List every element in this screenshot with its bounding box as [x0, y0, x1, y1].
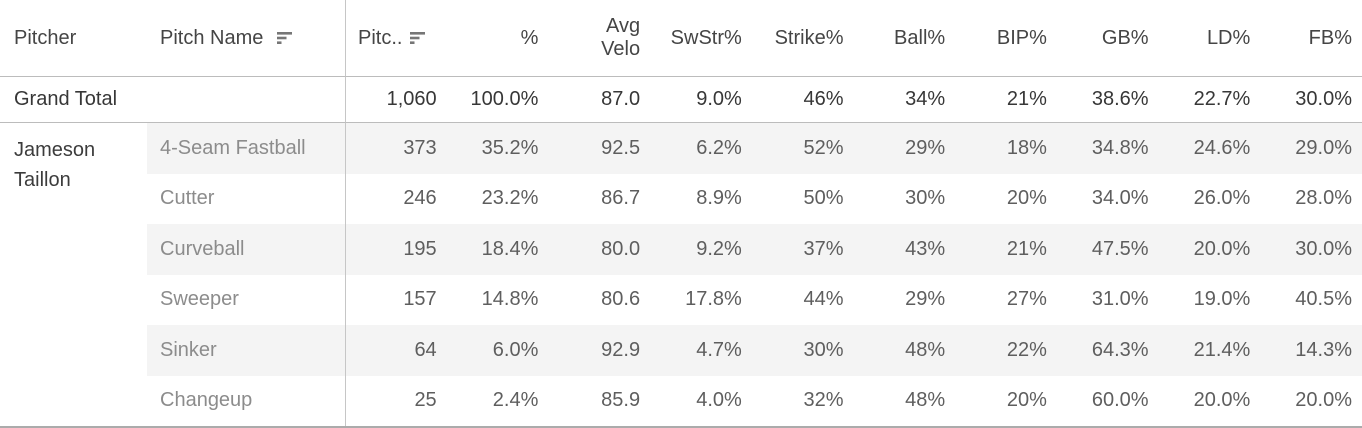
value-cell[interactable]: 48%	[853, 325, 956, 376]
value-cell[interactable]: 6.0%	[446, 325, 549, 376]
pitch-name-cell[interactable]: Changeup	[160, 389, 253, 412]
value-cell[interactable]: 34%	[853, 77, 956, 123]
grand-total-pitch-cell	[147, 77, 345, 123]
pitch-name-cell[interactable]: Sweeper	[160, 288, 239, 311]
col-header-pitcher-label: Pitcher	[14, 26, 77, 49]
value-cell[interactable]: 64.3%	[1056, 325, 1159, 376]
col-header-strike-pct[interactable]: Strike%	[751, 0, 854, 77]
value-cell[interactable]: 37%	[751, 224, 854, 275]
col-header-pitch-name-label: Pitch Name	[160, 26, 264, 49]
value-cell[interactable]: 64	[345, 325, 447, 376]
value-cell[interactable]: 26.0%	[1193, 187, 1251, 210]
value-cell[interactable]: 25	[345, 375, 447, 426]
value-cell[interactable]: 1,060	[345, 77, 447, 123]
value-cell[interactable]: 27%	[1006, 288, 1047, 311]
col-header-ball-pct[interactable]: Ball%	[853, 0, 956, 77]
value-cell[interactable]: 44%	[803, 288, 844, 311]
value-cell[interactable]: 17.8%	[685, 288, 742, 311]
pitcher-name[interactable]: Jameson Taillon	[14, 139, 96, 191]
value-cell[interactable]: 38.6%	[1056, 77, 1159, 123]
value-cell[interactable]: 157	[345, 274, 447, 325]
sort-descending-icon[interactable]	[277, 31, 293, 45]
value-cell[interactable]: 48%	[905, 389, 946, 412]
value-cell[interactable]: 21%	[955, 77, 1057, 123]
value-cell[interactable]: 30%	[905, 187, 946, 210]
value-cell[interactable]: 4.0%	[696, 389, 742, 412]
value-cell[interactable]: 80.0	[548, 224, 651, 275]
value-cell[interactable]: 4.7%	[650, 325, 752, 376]
value-cell[interactable]: 28.0%	[1295, 187, 1352, 210]
value-cell[interactable]: 35.2%	[446, 123, 549, 174]
value-cell[interactable]: 52%	[751, 123, 854, 174]
col-header-fb-pct[interactable]: FB%	[1260, 0, 1362, 77]
value-cell[interactable]: 47.5%	[1056, 224, 1159, 275]
value-cell[interactable]: 9.2%	[650, 224, 752, 275]
value-cell[interactable]: 60.0%	[1091, 389, 1149, 412]
value-cell[interactable]: 31.0%	[1091, 288, 1149, 311]
grand-total-label[interactable]: Grand Total	[0, 77, 147, 123]
value-cell[interactable]: 2.4%	[492, 389, 539, 412]
value-cell[interactable]: 50%	[803, 187, 844, 210]
value-cell[interactable]: 87.0	[548, 77, 651, 123]
value-cell[interactable]: 9.0%	[650, 77, 752, 123]
value-cell[interactable]: 20%	[1006, 187, 1047, 210]
value-cell[interactable]: 34.8%	[1056, 123, 1159, 174]
value-cell[interactable]: 23.2%	[481, 187, 539, 210]
value-cell[interactable]: 18%	[955, 123, 1057, 174]
value-cell[interactable]: 29.0%	[1260, 123, 1362, 174]
sort-descending-icon[interactable]	[410, 31, 426, 45]
value-cell[interactable]: 100.0%	[446, 77, 549, 123]
value-cell[interactable]: 20.0%	[1193, 389, 1251, 412]
col-header-pitch-count[interactable]: Pitc..	[345, 0, 447, 77]
value-cell[interactable]: 32%	[803, 389, 844, 412]
value-cell[interactable]: 20%	[1006, 389, 1047, 412]
value-cell[interactable]: 29%	[853, 123, 956, 174]
value-cell[interactable]: 85.9	[601, 389, 641, 412]
value-cell[interactable]: 40.5%	[1295, 288, 1352, 311]
col-header-pitch-name[interactable]: Pitch Name	[147, 0, 345, 77]
col-header-pitcher[interactable]: Pitcher	[0, 0, 147, 77]
value-cell[interactable]: 20.0%	[1158, 224, 1261, 275]
col-header-avg-velo[interactable]: Avg Velo	[548, 0, 651, 77]
pitch-name-cell[interactable]: Curveball	[147, 224, 345, 275]
value-cell[interactable]: 19.0%	[1193, 288, 1251, 311]
value-cell[interactable]: 21%	[955, 224, 1057, 275]
col-header-bip-pct[interactable]: BIP%	[955, 0, 1057, 77]
value-cell[interactable]: 92.9	[548, 325, 651, 376]
value-cell[interactable]: 22%	[955, 325, 1057, 376]
value-cell[interactable]: 30.0%	[1260, 77, 1362, 123]
value-cell[interactable]: 14.8%	[481, 288, 539, 311]
value-cell[interactable]: 30.0%	[1260, 224, 1362, 275]
value-cell[interactable]: 18.4%	[446, 224, 549, 275]
col-header-ld-pct[interactable]: LD%	[1158, 0, 1261, 77]
value-cell[interactable]: 373	[345, 123, 447, 174]
value-cell[interactable]: 6.2%	[650, 123, 752, 174]
value-cell[interactable]: 34.0%	[1091, 187, 1149, 210]
value-cell[interactable]: 80.6	[601, 288, 641, 311]
value-cell[interactable]: 21.4%	[1158, 325, 1261, 376]
value-cell[interactable]: 246	[345, 173, 447, 224]
value-cell[interactable]: 20.0%	[1295, 389, 1352, 412]
col-header-pitch-count-label: Pitc..	[358, 26, 403, 49]
value-cell[interactable]: 29%	[905, 288, 946, 311]
value-cell[interactable]: 86.7	[601, 187, 641, 210]
pitch-name-cell[interactable]: 4-Seam Fastball	[147, 123, 345, 174]
value-cell[interactable]: 92.5	[548, 123, 651, 174]
col-header-gb-pct[interactable]: GB%	[1056, 0, 1159, 77]
value-cell[interactable]: 8.9%	[696, 187, 742, 210]
value-cell[interactable]: 30%	[751, 325, 854, 376]
value-cell[interactable]: 24.6%	[1158, 123, 1261, 174]
value-cell[interactable]: 43%	[853, 224, 956, 275]
value-cell[interactable]: 14.3%	[1260, 325, 1362, 376]
col-header-swstr-pct[interactable]: SwStr%	[650, 0, 752, 77]
pitch-name-cell[interactable]: Cutter	[160, 187, 215, 210]
value-cell[interactable]: 22.7%	[1158, 77, 1261, 123]
value-cell[interactable]: 195	[345, 224, 447, 275]
col-header-usage-pct[interactable]: %	[446, 0, 549, 77]
pitch-name-cell[interactable]: Sinker	[147, 325, 345, 376]
value-cell[interactable]: 46%	[751, 77, 854, 123]
